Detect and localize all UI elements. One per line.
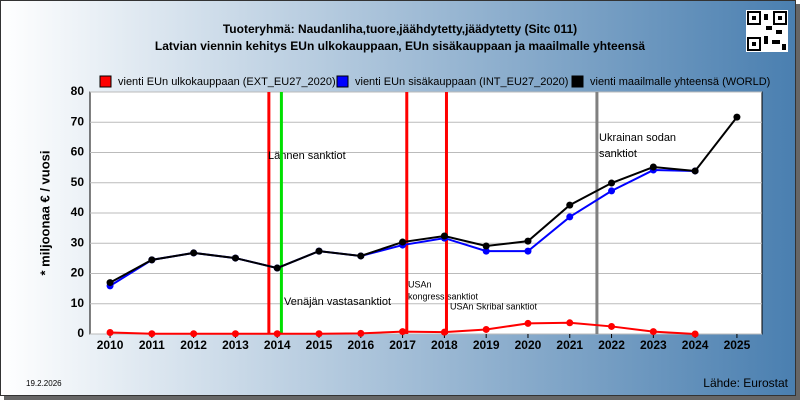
x-tick-label: 2022 [598,338,625,352]
y-tick-label: 40 [71,205,85,219]
event-label: Venäjän vastasanktiot [284,296,391,308]
source: Lähde: Eurostat [703,376,788,390]
point [148,330,156,338]
legend-label: vienti EUn ulkokauppaan (EXT_EU27_2020) [118,76,336,88]
legend-swatch [99,75,112,88]
point [482,247,490,255]
y-tick-label: 70 [71,114,85,128]
point [524,247,532,255]
y-axis-label: * miljoonaa € / vuosi [37,151,52,276]
chart-subtitle: Latvian viennin kehitys EUn ulkokauppaan… [155,39,645,53]
x-tick-label: 2024 [682,338,709,352]
point [357,329,365,337]
y-tick-label: 10 [71,296,85,310]
shadow [4,396,800,400]
point [231,254,239,262]
x-tick-label: 2023 [640,338,667,352]
x-tick-label: 2015 [306,338,333,352]
x-tick-label: 2019 [473,338,500,352]
y-tick-label: 60 [71,145,85,159]
point [524,237,532,245]
chart-title: Tuoteryhmä: Naudanliha,tuore,jäähdytetty… [223,22,577,36]
point [273,264,281,272]
point [691,167,699,175]
point [608,322,616,330]
event-label: sanktiot [599,148,637,160]
x-tick-label: 2013 [222,338,249,352]
point [566,319,574,327]
point [649,163,657,171]
legend-swatch [571,75,584,88]
point [482,242,490,250]
shadow [796,4,800,400]
point [315,330,323,338]
point [733,113,741,121]
event-label: kongress sanktiot [408,291,479,301]
point [440,232,448,240]
point [649,328,657,336]
x-tick-label: 2017 [389,338,416,352]
x-tick-label: 2025 [724,338,751,352]
point [148,256,156,264]
point [691,330,699,338]
point [608,179,616,187]
point [315,247,323,255]
point [357,252,365,260]
event-label: Lännen sanktiot [268,150,346,162]
point [524,319,532,327]
point [399,328,407,336]
point [190,330,198,338]
y-tick-label: 80 [71,84,85,98]
x-tick-label: 2014 [264,338,291,352]
point [190,249,198,257]
x-tick-label: 2020 [515,338,542,352]
y-tick-label: 0 [77,326,84,340]
event-label: Ukrainan sodan [599,132,676,144]
x-tick-label: 2018 [431,338,458,352]
date: 19.2.2026 [26,379,62,388]
y-tick-label: 50 [71,175,85,189]
point [566,201,574,209]
point [106,279,114,287]
event-label: USAn Skribal sanktiot [450,301,538,311]
x-tick-label: 2021 [556,338,583,352]
point [106,328,114,336]
point [440,328,448,336]
point [482,325,490,333]
event-label: USAn [408,279,432,289]
x-tick-label: 2012 [180,338,207,352]
series-line [109,116,738,284]
point [399,238,407,246]
legend-label: vienti maailmalle yhteensä (WORLD) [590,76,770,88]
x-tick-label: 2016 [347,338,374,352]
y-tick-label: 20 [71,266,85,280]
x-tick-label: 2010 [97,338,124,352]
y-tick-label: 30 [71,235,85,249]
qr-code [746,10,788,52]
point [273,330,281,338]
point [608,187,616,195]
legend-label: vienti EUn sisäkauppaan (INT_EU27_2020) [355,76,568,88]
x-tick-label: 2011 [139,338,165,352]
point [231,330,239,338]
point [566,213,574,221]
legend-swatch [336,75,349,88]
